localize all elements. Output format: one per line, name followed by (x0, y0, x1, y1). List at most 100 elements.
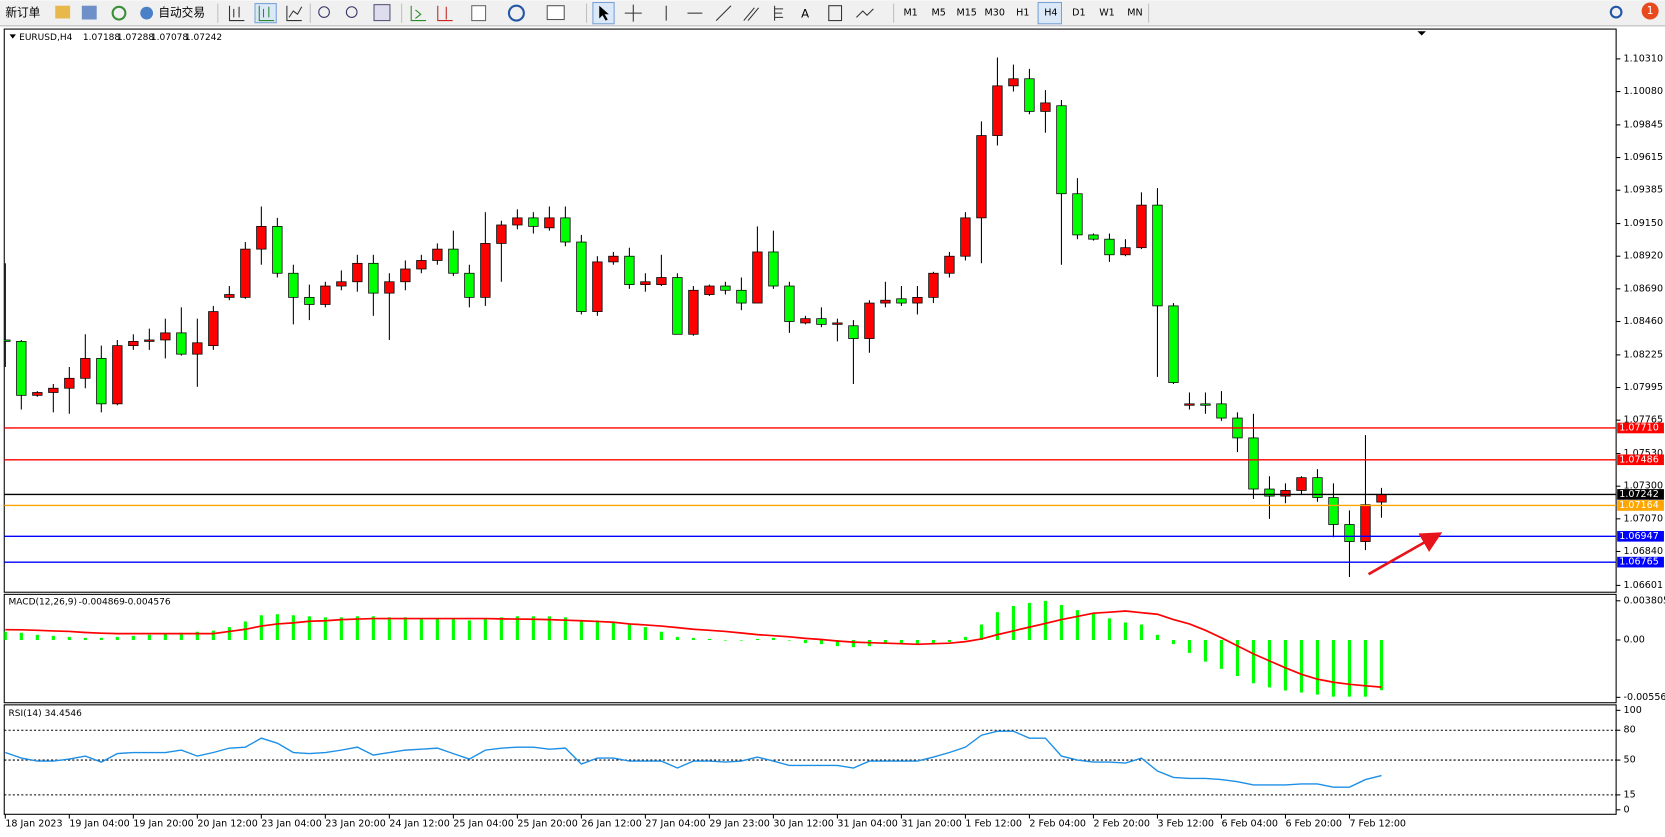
macd-bar (419, 618, 423, 640)
price-line-tag (1617, 454, 1664, 466)
macd-bar (627, 624, 631, 640)
timeframe-button[interactable]: M1 (903, 8, 917, 19)
macd-bar (99, 637, 103, 640)
macd-bar (723, 639, 727, 641)
trendline[interactable] (715, 5, 732, 21)
macd-bar (1235, 639, 1240, 677)
y-tick-label: 50 (1624, 755, 1636, 766)
y-tick-label: 1.10080 (1624, 86, 1663, 97)
indicators[interactable] (471, 5, 487, 22)
icon[interactable] (55, 5, 71, 19)
bar-chart-icon[interactable] (228, 5, 245, 22)
auto-trading-button[interactable]: 自动交易 (158, 6, 205, 20)
x-tick-label: 24 Jan 12:00 (389, 818, 449, 829)
chart-shift[interactable] (437, 5, 453, 22)
timeframe-button[interactable]: H1 (1016, 8, 1029, 19)
text-tool[interactable]: A (801, 7, 809, 21)
tile-windows[interactable] (373, 4, 391, 22)
candle-body (1328, 497, 1339, 525)
periods[interactable] (507, 4, 525, 22)
notification-badge[interactable] (1641, 2, 1659, 20)
arrows-tool[interactable] (856, 8, 874, 18)
chart-menu[interactable] (9, 34, 16, 39)
candles (4, 57, 1387, 578)
y-tick-label: 1.08690 (1624, 283, 1663, 294)
timeframe-button[interactable]: MN (1127, 8, 1142, 19)
candle-body (912, 297, 923, 304)
candle-body (208, 311, 219, 347)
zoom-out[interactable] (345, 6, 358, 18)
timeframe-button[interactable]: M15 (957, 8, 977, 19)
label-tool[interactable] (828, 5, 843, 22)
candle-body (112, 345, 123, 405)
candle-body (144, 339, 155, 342)
macd-bar (467, 620, 471, 640)
candle-body (928, 272, 939, 298)
macd-bar (1267, 639, 1272, 688)
cursor-tool[interactable] (599, 5, 609, 21)
candle-icon[interactable] (258, 5, 275, 22)
timeframe-button[interactable]: W1 (1099, 8, 1115, 19)
macd-bar (371, 616, 375, 640)
y-tick-label: 1.06840 (1624, 546, 1663, 557)
candle-body (736, 289, 747, 304)
x-tick-label: 23 Jan 04:00 (261, 818, 321, 829)
macd-bar (1155, 634, 1160, 640)
new-order-button[interactable]: 新订单 (5, 6, 40, 20)
macd-bar (1139, 624, 1144, 640)
candle-body (224, 294, 235, 298)
fibo[interactable] (774, 5, 784, 21)
macd-bar (1107, 618, 1112, 640)
macd-bar (387, 617, 391, 640)
y-tick-label: 1.07070 (1624, 513, 1663, 524)
icon[interactable] (81, 5, 97, 20)
candle-body (1184, 403, 1195, 406)
macd-bar (323, 617, 327, 640)
header-close: 1.07242 (185, 33, 222, 43)
candle-body (528, 217, 539, 227)
candle-body (896, 298, 907, 304)
templates[interactable] (546, 5, 565, 21)
macd-bar (1299, 639, 1304, 693)
channel[interactable] (743, 7, 760, 21)
candle-body (576, 241, 587, 312)
timeframe-button[interactable]: M30 (985, 8, 1005, 19)
search[interactable] (1609, 5, 1623, 19)
macd-bar (595, 620, 599, 640)
candle-body (176, 332, 187, 355)
x-tick-label: 23 Jan 20:00 (325, 818, 385, 829)
candle-body (688, 289, 699, 335)
candle-body (64, 377, 75, 389)
macd-bar (1379, 639, 1384, 691)
candle-body (80, 358, 91, 379)
y-tick-label: 1.10310 (1624, 53, 1663, 64)
crosshair[interactable] (624, 4, 642, 22)
candle-body (1312, 477, 1323, 498)
line-chart-icon[interactable] (286, 5, 303, 22)
y-tick-label: 1.07995 (1624, 382, 1663, 393)
autoscroll[interactable] (410, 5, 427, 22)
header-open: 1.07188 (83, 33, 121, 43)
macd-bar (1315, 639, 1320, 695)
candle-body (304, 297, 315, 305)
macd-signal (5, 610, 1382, 688)
candle-body (96, 358, 107, 405)
macd-bar (131, 635, 135, 640)
auto-trading-icon[interactable] (140, 6, 154, 20)
timeframe-button[interactable]: D1 (1072, 8, 1085, 19)
timeframe-button[interactable]: H4 (1044, 8, 1057, 19)
y-tick-label: 1.07300 (1624, 481, 1663, 492)
candle-body (240, 248, 251, 298)
candle-body (1168, 305, 1179, 383)
zoom-in[interactable] (318, 6, 330, 18)
macd-bar (195, 631, 199, 640)
macd-bar (35, 634, 39, 640)
candle-body (1264, 488, 1275, 497)
icon[interactable] (111, 5, 127, 21)
annotation-arrow (1367, 532, 1443, 576)
x-tick-label: 31 Jan 20:00 (901, 818, 961, 829)
rsi (4, 729, 1617, 796)
y-tick-label: 100 (1624, 705, 1642, 716)
timeframe-button[interactable]: M5 (931, 8, 945, 19)
